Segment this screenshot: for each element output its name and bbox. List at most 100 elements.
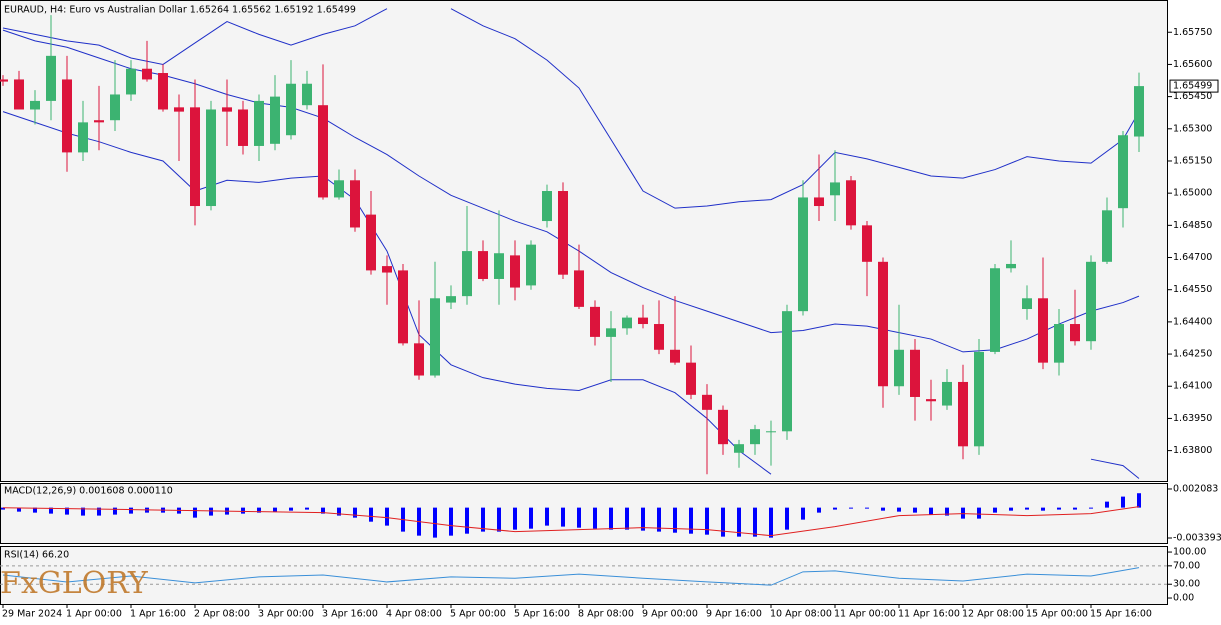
macd-bar — [465, 507, 469, 534]
main-panel — [0, 0, 1168, 482]
x-tick-label: 4 Apr 08:00 — [386, 609, 442, 620]
macd-bar — [321, 507, 325, 514]
macd-bar — [1025, 507, 1029, 510]
macd-bar — [769, 507, 773, 538]
candle-body — [30, 100, 40, 110]
macd-bar — [481, 507, 485, 532]
y-tick-label: 1.65150 — [1173, 155, 1212, 166]
signal-line — [2, 506, 1140, 537]
candle-body — [1086, 261, 1096, 342]
candle-body — [510, 255, 520, 288]
x-tick-label: 15 Apr 16:00 — [1090, 609, 1152, 620]
candle-body — [606, 328, 616, 337]
x-tick-label: 10 Apr 08:00 — [770, 609, 832, 620]
macd-bar — [353, 507, 357, 518]
candle-body — [254, 100, 264, 146]
candle-body — [1134, 86, 1144, 137]
macd-bar — [849, 507, 853, 509]
x-tick-label: 8 Apr 08:00 — [578, 609, 634, 620]
macd-bar — [65, 507, 69, 515]
macd-bar — [737, 507, 741, 537]
macd-bar — [577, 507, 581, 528]
macd-bar — [289, 507, 293, 511]
macd-bar — [529, 507, 533, 529]
macd-bar — [977, 507, 981, 519]
macd-bar — [257, 507, 261, 513]
macd-bar — [385, 507, 389, 526]
x-tick-label: 9 Apr 00:00 — [642, 609, 698, 620]
macd-bar — [49, 507, 53, 514]
candle-body — [46, 55, 56, 101]
macd-bar — [689, 507, 693, 534]
candle-body — [750, 429, 760, 445]
macd-bar — [801, 507, 805, 520]
candle-body — [158, 73, 168, 110]
price-label: 1.65499 — [1173, 81, 1212, 92]
candle-body — [318, 105, 328, 198]
y-tick-label: 1.64700 — [1173, 252, 1212, 263]
macd-bar — [209, 507, 213, 516]
rsi-line — [2, 567, 1140, 586]
macd-bar — [897, 507, 901, 512]
logo: FxGLORY — [0, 566, 149, 601]
candle-body — [1054, 324, 1064, 363]
y-tick-label: 30.00 — [1173, 579, 1200, 590]
candle-body — [1070, 324, 1080, 342]
y-tick-label: 1.64400 — [1173, 316, 1212, 327]
macd-bar — [545, 507, 549, 526]
candle-body — [638, 317, 648, 325]
x-tick-label: 1 Apr 16:00 — [130, 609, 186, 620]
candle-body — [238, 109, 248, 146]
macd-bar — [241, 507, 245, 514]
macd-bar — [193, 507, 197, 518]
macd-bar — [817, 507, 821, 513]
macd-bar — [785, 507, 789, 530]
candle-body — [494, 253, 504, 279]
candle-body — [350, 180, 360, 228]
candle-body — [1006, 263, 1016, 269]
candle-body — [622, 317, 632, 329]
y-tick-label: 1.64550 — [1173, 284, 1212, 295]
macd-bar — [625, 507, 629, 530]
y-tick-label: 1.64850 — [1173, 220, 1212, 231]
y-tick-label: 1.65600 — [1173, 59, 1212, 70]
x-tick-label: 3 Apr 16:00 — [322, 609, 378, 620]
x-tick-label: 11 Apr 00:00 — [834, 609, 896, 620]
macd-bar — [1041, 507, 1045, 511]
macd-bar — [113, 507, 117, 515]
macd-bar — [1137, 493, 1141, 508]
macd-bar — [993, 507, 997, 513]
candle-body — [830, 182, 840, 196]
macd-bar — [33, 507, 37, 513]
candle-body — [398, 270, 408, 344]
x-tick-label: 5 Apr 16:00 — [514, 609, 570, 620]
candle-body — [1022, 298, 1032, 310]
x-tick-label: 5 Apr 00:00 — [450, 609, 506, 620]
macd-bar — [433, 507, 437, 538]
macd-bar — [97, 507, 101, 516]
macd-bar — [1057, 507, 1061, 510]
candle-body — [94, 120, 104, 123]
candle-body — [766, 431, 776, 433]
candle-body — [1118, 135, 1128, 209]
macd-bar — [929, 507, 933, 515]
macd-bar — [1121, 496, 1125, 508]
macd-bar — [641, 507, 645, 531]
macd-bar — [561, 507, 565, 527]
macd-bar — [497, 507, 501, 532]
y-tick-label: 1.63800 — [1173, 445, 1212, 456]
candle-body — [14, 79, 24, 110]
candle-body — [366, 214, 376, 271]
candle-body — [558, 191, 568, 275]
y-tick-label: -0.003393 — [1173, 533, 1221, 544]
candle-body — [0, 79, 8, 82]
candle-body — [910, 349, 920, 397]
y-tick-label: 0.00 — [1173, 593, 1194, 604]
macd-bar — [449, 507, 453, 536]
candle-body — [542, 191, 552, 222]
candle-body — [878, 261, 888, 387]
candle-body — [526, 244, 536, 286]
panel-title: EURAUD, H4: Euro vs Australian Dollar 1.… — [4, 5, 356, 16]
y-tick-label: 1.65750 — [1173, 27, 1212, 38]
